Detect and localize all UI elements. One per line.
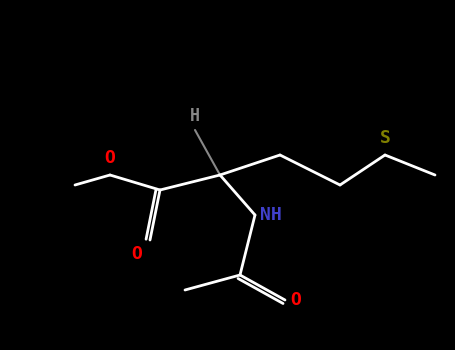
Text: O: O xyxy=(290,291,301,309)
Text: O: O xyxy=(105,149,116,167)
Text: H: H xyxy=(190,107,200,125)
Text: O: O xyxy=(131,245,142,263)
Text: NH: NH xyxy=(260,206,282,224)
Text: S: S xyxy=(379,129,390,147)
